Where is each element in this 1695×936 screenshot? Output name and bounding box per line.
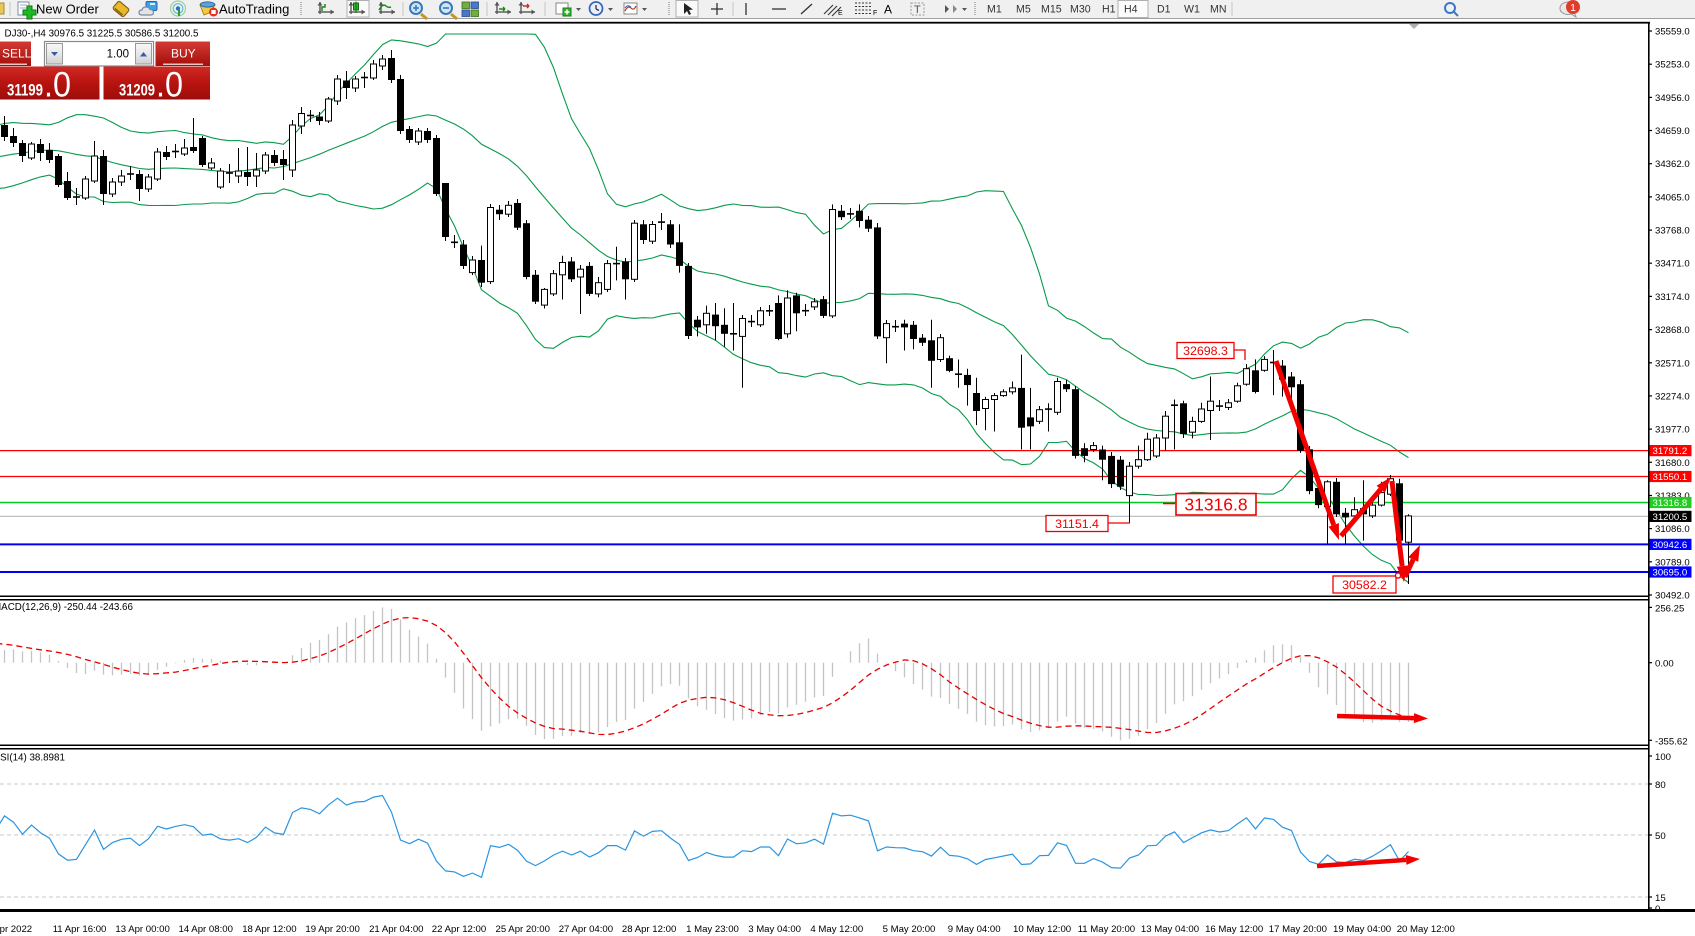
svg-text:9 May 04:00: 9 May 04:00 bbox=[948, 924, 1001, 935]
svg-text:T: T bbox=[914, 4, 921, 16]
svg-text:31316.8: 31316.8 bbox=[1653, 498, 1688, 509]
svg-text:Apr 2022: Apr 2022 bbox=[0, 924, 32, 935]
svg-text:1: 1 bbox=[1570, 2, 1576, 14]
svg-text:30492.0: 30492.0 bbox=[1655, 591, 1690, 602]
svg-text:33768.0: 33768.0 bbox=[1655, 226, 1690, 237]
svg-text:MN: MN bbox=[1210, 4, 1226, 16]
svg-text:-355.62: -355.62 bbox=[1655, 736, 1688, 747]
svg-text:M30: M30 bbox=[1070, 4, 1091, 16]
svg-text:11 May 20:00: 11 May 20:00 bbox=[1078, 924, 1135, 935]
svg-text:New Order: New Order bbox=[36, 2, 100, 17]
svg-text:M1: M1 bbox=[987, 4, 1002, 16]
svg-text:21 Apr 04:00: 21 Apr 04:00 bbox=[369, 924, 423, 935]
svg-text:13 May 04:00: 13 May 04:00 bbox=[1141, 924, 1199, 935]
svg-text:32571.0: 32571.0 bbox=[1655, 358, 1690, 369]
svg-text:16 May 12:00: 16 May 12:00 bbox=[1205, 924, 1263, 935]
svg-text:H4: H4 bbox=[1124, 4, 1138, 16]
svg-text:F: F bbox=[873, 10, 877, 17]
svg-text:D1: D1 bbox=[1157, 4, 1171, 16]
svg-text:11 Apr 16:00: 11 Apr 16:00 bbox=[53, 924, 107, 935]
svg-text:31383.0: 31383.0 bbox=[1655, 491, 1690, 502]
svg-text:H1: H1 bbox=[1102, 4, 1116, 16]
svg-text:28 Apr 12:00: 28 Apr 12:00 bbox=[622, 924, 676, 935]
svg-text:34956.0: 34956.0 bbox=[1655, 93, 1690, 104]
svg-text:31199: 31199 bbox=[7, 82, 43, 100]
svg-text:15: 15 bbox=[1655, 893, 1666, 904]
svg-text:A: A bbox=[884, 3, 892, 17]
svg-text:100: 100 bbox=[1655, 752, 1671, 763]
svg-text:19 May 04:00: 19 May 04:00 bbox=[1333, 924, 1391, 935]
svg-text:25 Apr 20:00: 25 Apr 20:00 bbox=[496, 924, 550, 935]
svg-text:35253.0: 35253.0 bbox=[1655, 60, 1690, 71]
svg-text:0: 0 bbox=[1655, 904, 1660, 915]
svg-text:14 Apr 08:00: 14 Apr 08:00 bbox=[179, 924, 233, 935]
svg-text:31086.0: 31086.0 bbox=[1655, 524, 1690, 535]
svg-text:33174.0: 33174.0 bbox=[1655, 292, 1690, 303]
svg-text:W1: W1 bbox=[1184, 4, 1200, 16]
svg-text:30789.0: 30789.0 bbox=[1655, 557, 1690, 568]
svg-text:34659.0: 34659.0 bbox=[1655, 126, 1690, 137]
svg-text:31680.0: 31680.0 bbox=[1655, 458, 1690, 469]
svg-text:30942.6: 30942.6 bbox=[1653, 540, 1688, 551]
svg-text:32868.0: 32868.0 bbox=[1655, 325, 1690, 336]
svg-text:0.00: 0.00 bbox=[1655, 659, 1674, 670]
svg-text:33471.0: 33471.0 bbox=[1655, 259, 1690, 270]
svg-text:50: 50 bbox=[1655, 831, 1666, 842]
svg-text:SELL: SELL bbox=[2, 47, 32, 61]
svg-text:31151.4: 31151.4 bbox=[1055, 517, 1099, 531]
svg-text:34362.0: 34362.0 bbox=[1655, 159, 1690, 170]
svg-text:22 Apr 12:00: 22 Apr 12:00 bbox=[432, 924, 486, 935]
svg-text:1.00: 1.00 bbox=[107, 49, 129, 61]
svg-text:3 May 04:00: 3 May 04:00 bbox=[748, 924, 801, 935]
svg-text:10 May 12:00: 10 May 12:00 bbox=[1013, 924, 1071, 935]
svg-text:E: E bbox=[838, 10, 843, 17]
svg-text:256.25: 256.25 bbox=[1655, 603, 1684, 614]
svg-text:BUY: BUY bbox=[171, 47, 196, 61]
svg-text:RSI(14) 38.8981: RSI(14) 38.8981 bbox=[0, 753, 65, 764]
svg-text:4 May 12:00: 4 May 12:00 bbox=[810, 924, 863, 935]
svg-text:.0: .0 bbox=[156, 66, 183, 105]
svg-text:31200.5: 31200.5 bbox=[1653, 512, 1688, 523]
svg-text:30695.0: 30695.0 bbox=[1653, 568, 1688, 579]
svg-text:31316.8: 31316.8 bbox=[1184, 495, 1247, 515]
svg-text:AutoTrading: AutoTrading bbox=[219, 2, 289, 17]
svg-text:32698.3: 32698.3 bbox=[1183, 344, 1228, 358]
svg-text:31550.1: 31550.1 bbox=[1653, 472, 1688, 483]
svg-text:5 May 20:00: 5 May 20:00 bbox=[883, 924, 936, 935]
svg-text:34065.0: 34065.0 bbox=[1655, 192, 1690, 203]
svg-text:31209: 31209 bbox=[119, 82, 155, 100]
svg-text:18 Apr 12:00: 18 Apr 12:00 bbox=[242, 924, 296, 935]
svg-text:27 Apr 04:00: 27 Apr 04:00 bbox=[559, 924, 613, 935]
svg-text:DJ30-,H4 30976.5 31225.5 3058: DJ30-,H4 30976.5 31225.5 30586.5 31200.5 bbox=[5, 29, 199, 40]
svg-text:19 Apr 20:00: 19 Apr 20:00 bbox=[305, 924, 359, 935]
svg-text:31977.0: 31977.0 bbox=[1655, 425, 1690, 436]
svg-text:31791.2: 31791.2 bbox=[1653, 446, 1688, 457]
svg-text:80: 80 bbox=[1655, 780, 1666, 791]
svg-text:13 Apr 00:00: 13 Apr 00:00 bbox=[115, 924, 169, 935]
svg-text:17 May 20:00: 17 May 20:00 bbox=[1269, 924, 1327, 935]
svg-text:32274.0: 32274.0 bbox=[1655, 391, 1690, 402]
svg-text:M5: M5 bbox=[1016, 4, 1031, 16]
svg-text:35559.0: 35559.0 bbox=[1655, 27, 1690, 38]
svg-text:M15: M15 bbox=[1041, 4, 1062, 16]
svg-text:MACD(12,26,9) -250.44 -243.66: MACD(12,26,9) -250.44 -243.66 bbox=[0, 602, 134, 613]
svg-text:1 May 23:00: 1 May 23:00 bbox=[686, 924, 739, 935]
svg-text:20 May 12:00: 20 May 12:00 bbox=[1397, 924, 1455, 935]
svg-text:.0: .0 bbox=[44, 66, 71, 105]
svg-text:30582.2: 30582.2 bbox=[1342, 578, 1387, 592]
